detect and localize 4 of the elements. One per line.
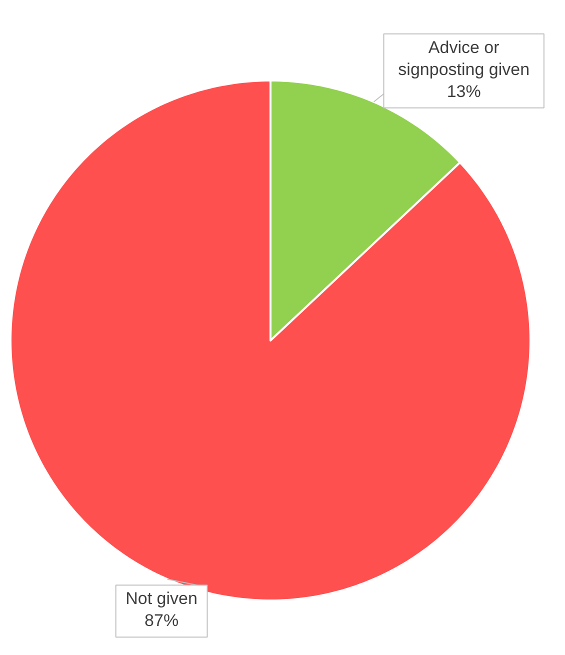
data-label: 87% xyxy=(144,611,179,630)
slice-label: Advice or signposting given xyxy=(398,38,530,79)
slice-label: Not given xyxy=(126,589,198,608)
data-label: 13% xyxy=(446,82,481,101)
